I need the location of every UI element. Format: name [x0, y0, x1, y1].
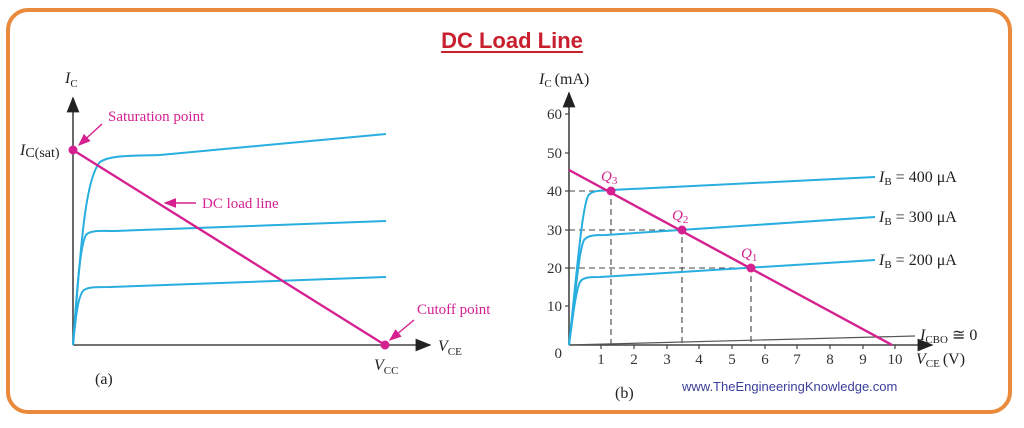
svg-text:9: 9 — [859, 352, 867, 368]
figure-frame — [6, 8, 1012, 414]
page-title: DC Load Line — [441, 28, 583, 53]
q1-point — [746, 263, 756, 273]
svg-text:0: 0 — [555, 346, 563, 362]
q3-point — [606, 186, 616, 196]
watermark-link[interactable]: www.TheEngineeringKnowledge.com — [682, 379, 898, 394]
panel-a-curve-mid — [72, 220, 387, 346]
svg-text:10: 10 — [888, 352, 903, 368]
panel-b-x-axis-label: VCE (V) — [916, 351, 965, 370]
svg-text:5: 5 — [728, 352, 736, 368]
svg-text:60: 60 — [547, 107, 562, 123]
panel-b-y-tick-labels: 0 10 20 30 40 50 60 — [547, 107, 562, 362]
q1-label: Q1 — [741, 246, 757, 264]
vcc-label: VCC — [374, 357, 398, 377]
svg-text:2: 2 — [630, 352, 638, 368]
svg-text:30: 30 — [547, 223, 562, 239]
ib-300-curve — [568, 216, 876, 346]
ib-300-label: IB = 300 μA — [878, 209, 957, 228]
panel-a: IC IC(sat) Saturation point DC load line… — [19, 70, 491, 388]
panel-b-y-axis-label: IC (mA) — [538, 71, 589, 90]
panel-a-y-axis-label: IC — [64, 70, 78, 90]
cutoff-point-label: Cutoff point — [417, 302, 491, 318]
panel-a-x-axis-label: VCE — [438, 338, 462, 358]
icbo-label: ICBO ≅ 0 — [919, 327, 977, 346]
panel-b-x-tick-labels: 1 2 3 4 5 6 7 8 9 10 — [597, 352, 902, 368]
panel-b-load-line — [568, 168, 893, 347]
ib-200-label: IB = 200 μA — [878, 252, 957, 271]
q2-point — [677, 225, 687, 235]
svg-text:6: 6 — [761, 352, 769, 368]
ib-200-curve — [568, 259, 876, 346]
cutoff-arrow-icon — [388, 319, 415, 341]
svg-text:20: 20 — [547, 261, 562, 277]
ib-400-label: IB = 400 μA — [878, 169, 957, 188]
svg-text:3: 3 — [663, 352, 671, 368]
saturation-arrow-icon — [77, 123, 103, 146]
saturation-point-marker — [68, 145, 78, 155]
saturation-point-label: Saturation point — [108, 109, 205, 125]
q2-label: Q2 — [672, 208, 688, 226]
svg-text:7: 7 — [793, 352, 801, 368]
ib-400-curve — [568, 176, 876, 346]
q-point-projections — [569, 190, 752, 345]
svg-text:4: 4 — [695, 352, 703, 368]
panel-a-caption: (a) — [95, 371, 113, 388]
icbo-line — [568, 335, 916, 346]
panel-b-caption: (b) — [615, 385, 634, 402]
panel-b-x-ticks — [600, 345, 896, 349]
panel-b-y-ticks — [565, 113, 569, 307]
panel-a-curve-high — [72, 133, 387, 346]
panel-b: 0 10 20 30 40 50 60 1 2 3 4 5 6 7 8 9 10 — [538, 71, 977, 402]
svg-text:10: 10 — [547, 299, 562, 315]
ic-sat-label: IC(sat) — [19, 142, 60, 161]
svg-text:40: 40 — [547, 184, 562, 200]
svg-text:1: 1 — [597, 352, 605, 368]
q3-label: Q3 — [601, 169, 618, 187]
dc-load-line-label: DC load line — [202, 196, 279, 212]
svg-text:8: 8 — [826, 352, 834, 368]
svg-text:50: 50 — [547, 146, 562, 162]
panel-a-load-line — [72, 148, 386, 347]
panel-a-curve-low — [72, 276, 387, 346]
cutoff-point-marker — [380, 340, 390, 350]
